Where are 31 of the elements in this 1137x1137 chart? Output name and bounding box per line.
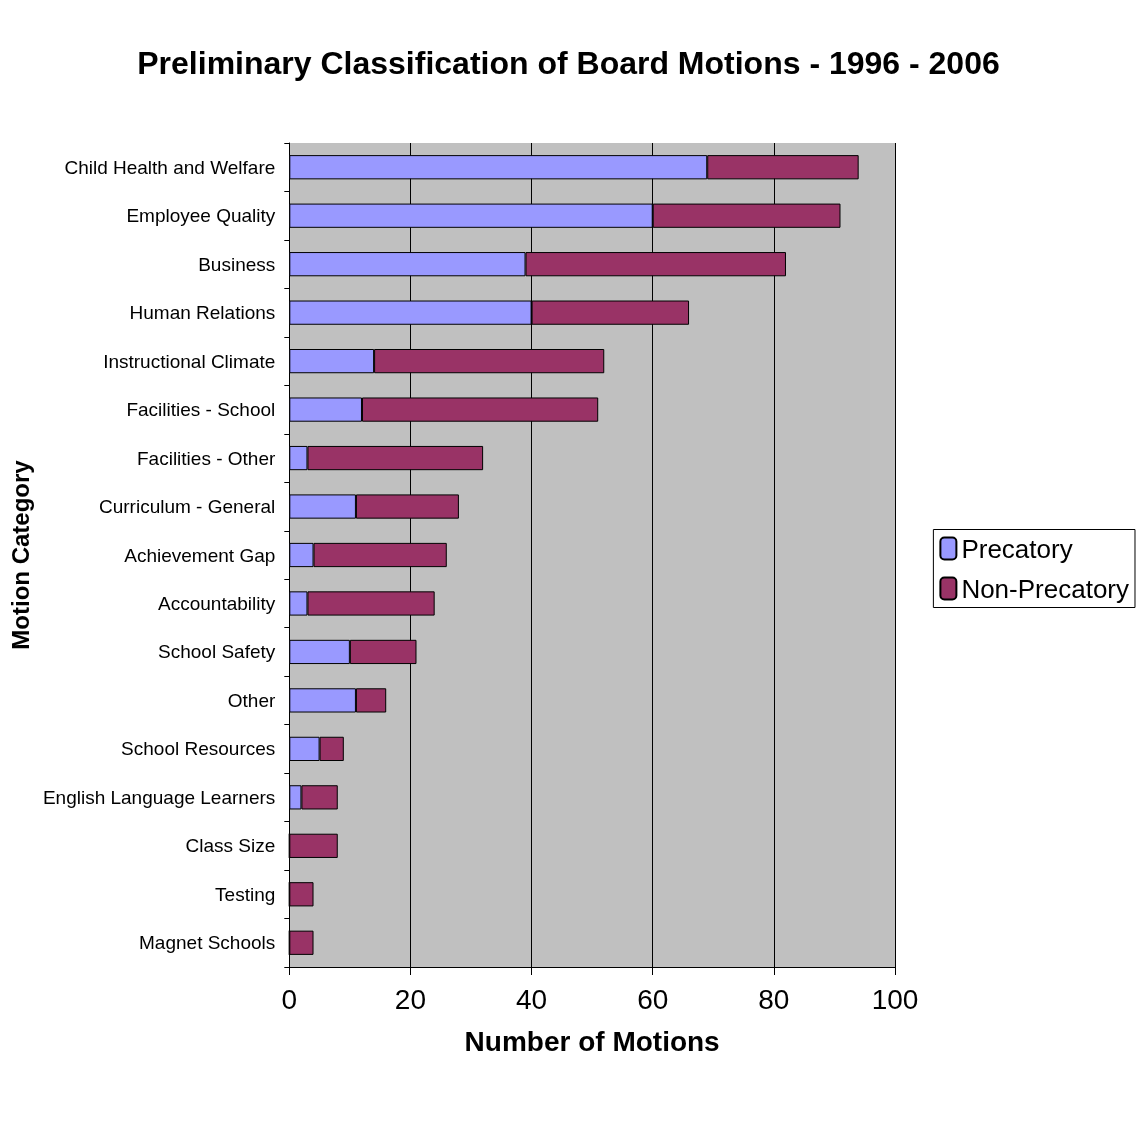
y-tick-label: Class Size — [185, 835, 276, 857]
y-tick-label: Child Health and Welfare — [64, 156, 276, 178]
x-tick-label: 60 — [637, 983, 669, 1015]
y-tick-label: Business — [198, 253, 276, 275]
y-tick-label: English Language Learners — [42, 786, 276, 808]
y-tick-label: Achievement Gap — [124, 544, 276, 566]
chart-title: Preliminary Classification of Board Motions - 1996 - 2006 — [137, 45, 1000, 81]
y-tick-label: Facilities - Other — [136, 447, 276, 469]
y-tick-label: School Safety — [158, 641, 276, 663]
x-tick-label: 0 — [281, 983, 298, 1015]
bar — [289, 930, 314, 955]
y-tick-label: Human Relations — [129, 302, 276, 324]
y-tick-label: Curriculum - General — [98, 496, 276, 518]
y-tick-label: Facilities - School — [126, 399, 276, 421]
bar — [289, 882, 314, 907]
y-axis-title: Motion Category — [6, 459, 34, 650]
legend-label: Precatory — [961, 533, 1073, 564]
x-axis-title: Number of Motions — [464, 1025, 720, 1057]
x-tick-label: 100 — [871, 983, 919, 1015]
x-tick-label: 40 — [516, 983, 548, 1015]
y-tick-label: Employee Quality — [126, 205, 276, 227]
y-tick-label: Magnet Schools — [139, 932, 276, 954]
y-tick-label: Other — [227, 689, 276, 711]
bar — [289, 833, 338, 858]
y-tick-label: Accountability — [158, 592, 276, 614]
y-tick-label: School Resources — [121, 738, 276, 760]
y-tick-label: Instructional Climate — [103, 350, 276, 372]
legend-label: Non-Precatory — [961, 573, 1130, 604]
x-tick-label: 20 — [394, 983, 427, 1015]
x-tick-label: 80 — [758, 983, 790, 1015]
y-tick-label: Testing — [215, 883, 276, 905]
